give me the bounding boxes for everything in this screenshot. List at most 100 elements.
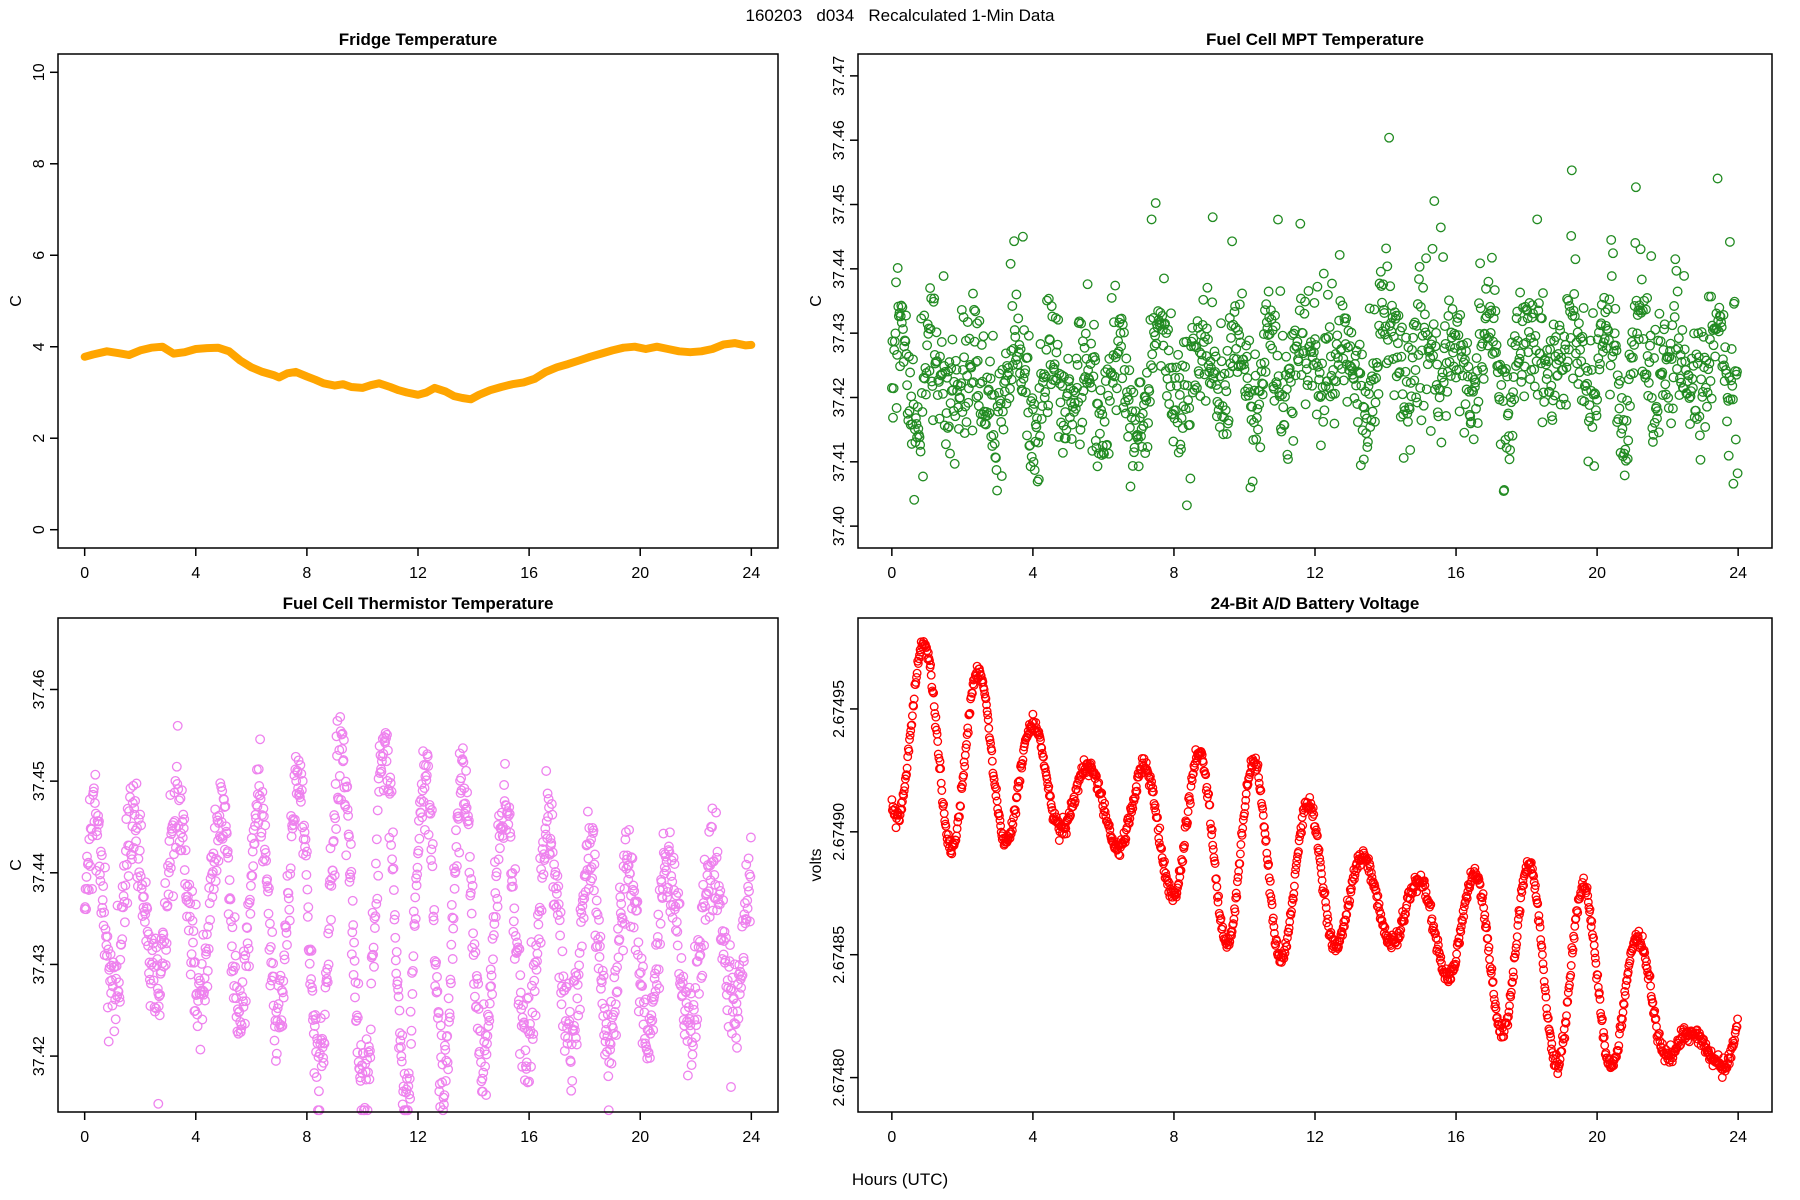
data-point xyxy=(505,827,516,838)
data-point xyxy=(1626,336,1637,347)
data-point xyxy=(1131,782,1141,792)
data-point xyxy=(466,874,477,885)
data-point xyxy=(344,876,355,887)
data-point xyxy=(340,776,351,787)
data-point xyxy=(682,1036,693,1047)
data-point xyxy=(1505,445,1516,455)
data-point xyxy=(975,378,985,389)
y-tick-label: 37.46 xyxy=(31,669,48,709)
data-point xyxy=(1191,342,1202,353)
data-point xyxy=(1129,447,1139,458)
data-point xyxy=(1456,927,1466,937)
data-point xyxy=(1652,406,1663,417)
data-point xyxy=(408,906,419,917)
data-point xyxy=(212,815,223,826)
data-point xyxy=(164,835,175,846)
data-point xyxy=(938,388,948,399)
data-point xyxy=(1276,426,1287,437)
data-point xyxy=(579,893,590,904)
data-point xyxy=(730,1019,741,1030)
data-point xyxy=(924,365,935,376)
data-point xyxy=(1179,844,1189,853)
data-point xyxy=(1244,335,1255,346)
data-point xyxy=(1670,254,1681,265)
data-point xyxy=(988,430,999,440)
data-point xyxy=(1147,349,1158,360)
data-point xyxy=(667,876,678,887)
data-point xyxy=(412,862,423,873)
data-point xyxy=(477,1086,488,1097)
data-point xyxy=(1206,824,1216,833)
data-point xyxy=(1281,384,1292,395)
data-point xyxy=(1320,887,1330,897)
data-point xyxy=(1235,849,1245,859)
data-point xyxy=(1620,987,1630,996)
data-point xyxy=(1299,308,1310,319)
data-point xyxy=(629,886,640,897)
data-point xyxy=(392,979,403,990)
data-point xyxy=(1516,369,1527,380)
data-point xyxy=(1099,416,1110,427)
data-point xyxy=(1475,880,1485,889)
data-point xyxy=(726,1082,736,1092)
data-point xyxy=(1559,344,1570,355)
data-point xyxy=(391,968,402,979)
data-point xyxy=(1667,1057,1677,1067)
data-point xyxy=(566,1085,577,1096)
data-point xyxy=(993,387,1004,398)
data-point xyxy=(1000,348,1011,359)
data-point xyxy=(1591,958,1601,968)
data-point xyxy=(970,306,981,317)
data-point xyxy=(1007,301,1018,311)
data-point xyxy=(1291,341,1302,352)
data-point xyxy=(1372,361,1383,372)
data-point xyxy=(530,1010,541,1021)
data-point xyxy=(980,419,991,430)
data-point xyxy=(694,988,704,999)
data-point xyxy=(573,1010,584,1021)
data-point xyxy=(131,836,142,847)
data-point xyxy=(425,802,435,813)
data-point xyxy=(1116,341,1127,352)
data-point xyxy=(1436,437,1447,448)
data-point xyxy=(1022,430,1032,441)
data-point xyxy=(722,1005,733,1016)
data-point xyxy=(609,1007,620,1017)
data-point xyxy=(1005,833,1015,843)
data-point xyxy=(399,1068,410,1079)
data-point xyxy=(1268,913,1278,923)
data-point xyxy=(1006,345,1017,356)
data-point xyxy=(210,876,221,887)
data-point xyxy=(1039,369,1050,380)
data-point xyxy=(1457,370,1468,381)
data-point xyxy=(1039,752,1048,762)
data-point xyxy=(1505,1001,1514,1011)
data-point xyxy=(1482,923,1492,933)
data-point xyxy=(244,894,255,905)
data-point xyxy=(891,403,902,413)
data-point xyxy=(1090,435,1101,446)
data-point xyxy=(429,904,440,915)
data-point xyxy=(1078,386,1089,396)
data-point xyxy=(556,987,567,998)
data-point xyxy=(305,944,316,955)
data-point xyxy=(1694,411,1705,422)
data-point xyxy=(94,816,104,827)
data-point xyxy=(1488,336,1499,347)
data-point xyxy=(1327,278,1337,289)
data-point xyxy=(946,385,957,396)
data-point xyxy=(478,1067,489,1078)
data-point xyxy=(1729,296,1740,307)
data-point xyxy=(388,827,398,838)
data-point xyxy=(294,787,305,798)
data-point xyxy=(1506,992,1516,1002)
data-point xyxy=(177,832,188,843)
data-point xyxy=(576,908,587,918)
data-point xyxy=(450,866,461,877)
data-point xyxy=(1507,430,1518,441)
data-point xyxy=(914,432,925,443)
data-point xyxy=(1127,807,1137,817)
data-point xyxy=(114,996,125,1007)
data-point xyxy=(1307,807,1317,817)
data-point xyxy=(546,838,557,849)
